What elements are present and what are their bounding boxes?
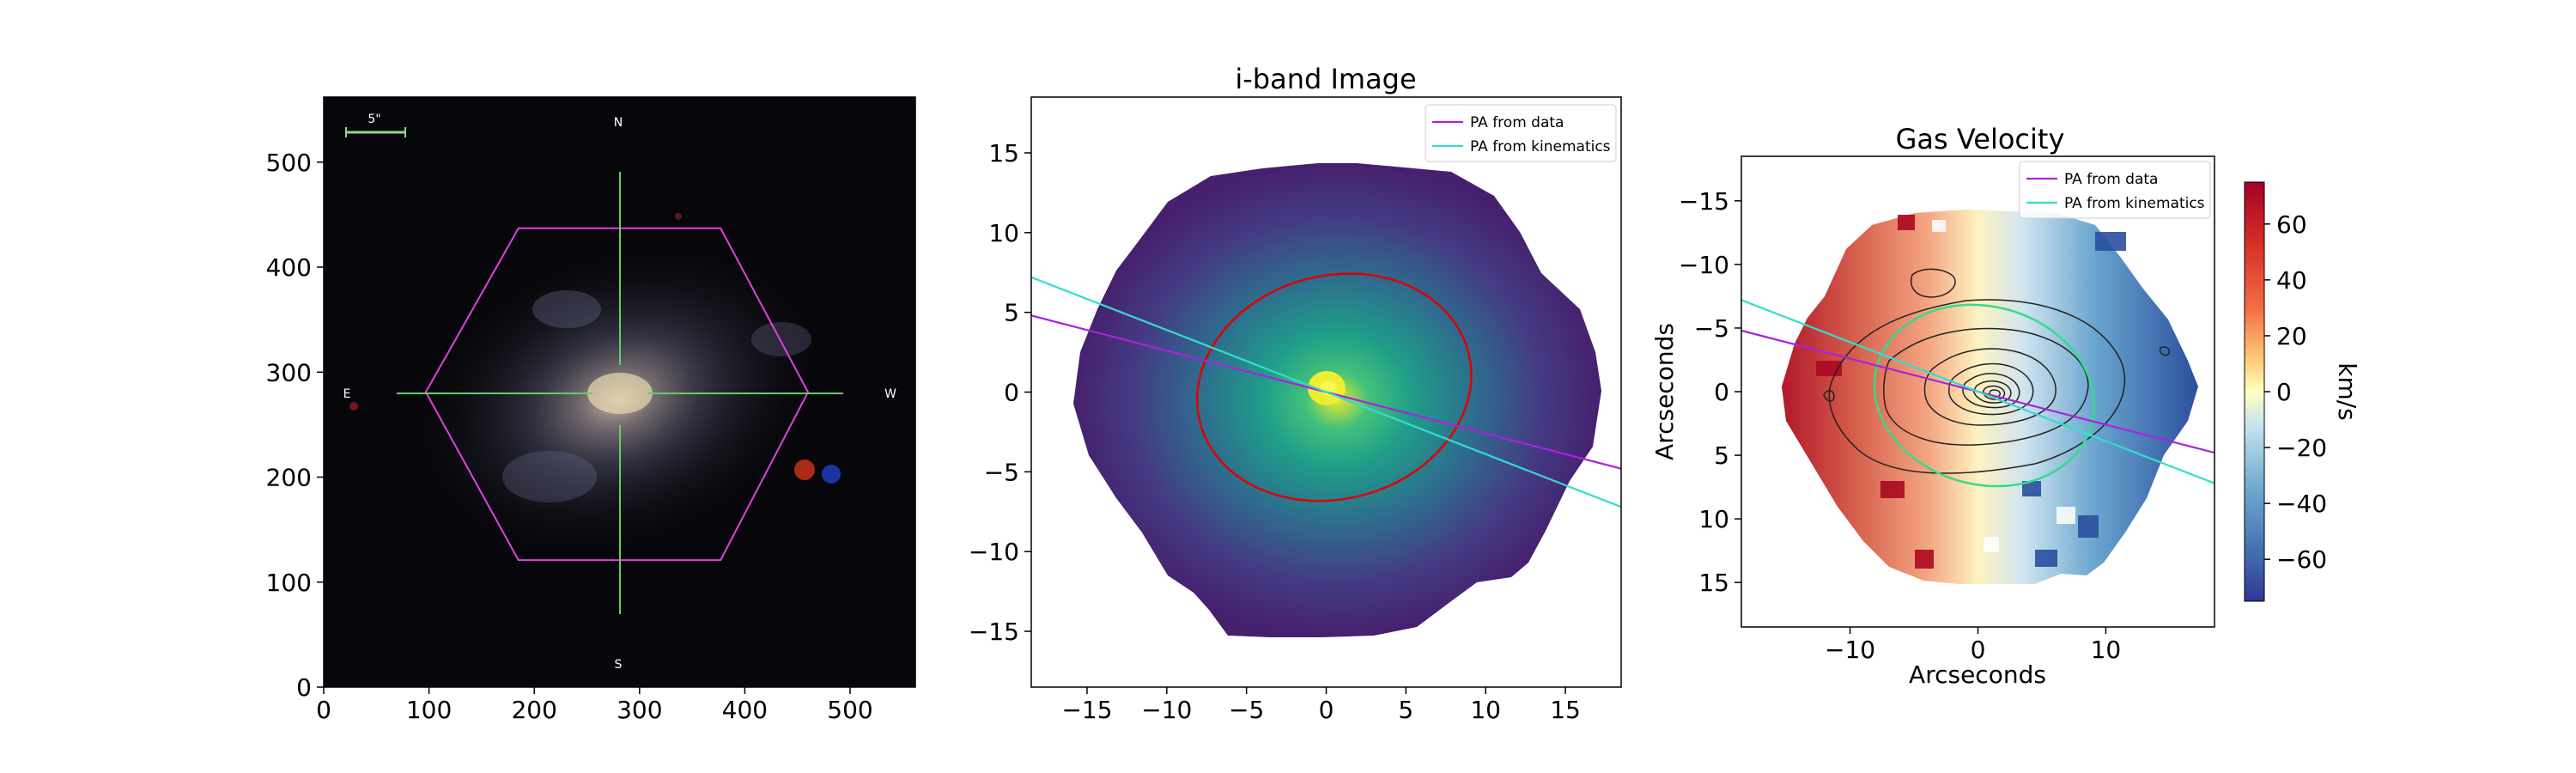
y-tick-label: −5: [1694, 314, 1729, 343]
y-tick-label: 0: [1714, 378, 1729, 406]
colorbar-tick-label: −60: [2276, 545, 2327, 574]
gas-velocity-title: Gas Velocity: [1896, 123, 2065, 155]
x-tick-label: 15: [1550, 696, 1581, 724]
x-tick-label: 100: [406, 696, 452, 724]
x-tick-label: 0: [1319, 696, 1334, 724]
sdss-y-ticks: 0 100 200 300 400 500: [266, 149, 324, 702]
y-tick-label: 15: [988, 139, 1019, 167]
y-tick-label: −10: [969, 538, 1019, 566]
crosshair: [397, 172, 843, 614]
colorbar-ticks: 60 40 20 0 −20 −40 −60: [2264, 210, 2327, 574]
y-tick-label: −15: [969, 618, 1019, 646]
x-tick-label: −10: [1825, 636, 1875, 664]
x-tick-label: 0: [316, 696, 331, 724]
pa-line: [1741, 299, 2215, 484]
x-tick-label: 500: [827, 696, 872, 724]
y-tick-label: −5: [984, 458, 1019, 486]
y-tick-label: 15: [1698, 569, 1729, 597]
y-tick-label: 10: [1698, 505, 1729, 533]
x-tick-label: −15: [1061, 696, 1112, 724]
colorbar-tick-label: −20: [2276, 434, 2327, 462]
i-band-y-ticks: −15 −10 −5 0 5 10 15: [969, 139, 1031, 646]
x-tick-label: 300: [617, 696, 662, 724]
effective-radius-ellipse: [1195, 272, 1473, 502]
colorbar-tick-label: 20: [2276, 322, 2307, 350]
panel-i-band: i-band Image −15 −10 −5 0 5 10 15 −15 −10 −5 0 5 10…: [969, 63, 1622, 724]
legend-box: [1425, 104, 1617, 162]
y-tick-label: 5: [1714, 441, 1729, 470]
legend-label: PA from kinematics: [2064, 195, 2205, 212]
pa-line: [1031, 276, 1621, 508]
i-band-legend: PA from data PA from kinematics: [1425, 104, 1617, 162]
colorbar: [2244, 181, 2265, 602]
colorbar-tick-label: 40: [2276, 266, 2307, 295]
ifu-hexagon: [424, 227, 810, 562]
y-tick-label: 400: [266, 253, 312, 282]
colorbar-tick-label: 0: [2276, 378, 2292, 406]
i-band-title: i-band Image: [1235, 63, 1416, 95]
effective-radius-ellipse: [1873, 303, 2096, 488]
y-tick-label: −15: [1679, 187, 1729, 216]
x-tick-label: −5: [1229, 696, 1264, 724]
colorbar-tick-label: 60: [2276, 210, 2307, 239]
sdss-x-ticks: 0 100 200 300 400 500: [316, 687, 873, 724]
legend-label: PA from kinematics: [1470, 138, 1611, 155]
gas-velocity-ylabel: Arcseconds: [1650, 323, 1679, 460]
gas-velocity-legend: PA from data PA from kinematics: [2019, 161, 2211, 219]
gas-velocity-x-ticks: −10 0 10: [1825, 627, 2121, 664]
y-tick-label: 100: [266, 569, 312, 597]
panel-gas-velocity: Gas Velocity: [1650, 123, 2361, 689]
y-tick-label: 5: [1004, 299, 1019, 327]
y-tick-label: −10: [1679, 251, 1729, 279]
sdss-galaxy: [349, 213, 841, 554]
compass-east: E: [343, 387, 351, 401]
gas-velocity-y-ticks: −15 −10 −5 0 5 10 15: [1679, 187, 1741, 597]
scalebar: 5": [345, 113, 406, 137]
x-tick-label: 10: [1470, 696, 1501, 724]
x-tick-label: 10: [2091, 636, 2122, 664]
legend-box: [2019, 161, 2211, 219]
sdss-image-frame: [323, 96, 916, 688]
i-band-x-ticks: −15 −10 −5 0 5 10 15: [1061, 687, 1581, 724]
colorbar-label: km/s: [2333, 362, 2361, 421]
x-tick-label: 0: [1971, 636, 1986, 664]
colorbar-tick-label: −40: [2276, 490, 2327, 518]
y-tick-label: 300: [266, 358, 312, 386]
y-tick-label: 500: [266, 149, 312, 177]
x-tick-label: 5: [1398, 696, 1413, 724]
y-tick-label: 0: [296, 673, 312, 702]
compass-north: N: [614, 116, 623, 130]
legend-label: PA from data: [1470, 114, 1564, 131]
panel-sdss-image: 5" N S E W 0 100 200 300 400 500 0 100 200 300 40…: [266, 96, 916, 724]
scalebar-label: 5": [368, 113, 380, 126]
x-tick-label: −10: [1141, 696, 1192, 724]
y-tick-label: 0: [1004, 379, 1019, 407]
x-tick-label: 400: [722, 696, 768, 724]
y-tick-label: 10: [988, 219, 1019, 247]
y-tick-label: 200: [266, 464, 312, 492]
legend-label: PA from data: [2064, 171, 2158, 188]
x-tick-label: 200: [511, 696, 556, 724]
compass-west: W: [884, 387, 896, 401]
gas-velocity-xlabel: Arcseconds: [1909, 660, 2046, 689]
compass-south: S: [615, 658, 623, 672]
flux-contours: [1823, 268, 2171, 474]
